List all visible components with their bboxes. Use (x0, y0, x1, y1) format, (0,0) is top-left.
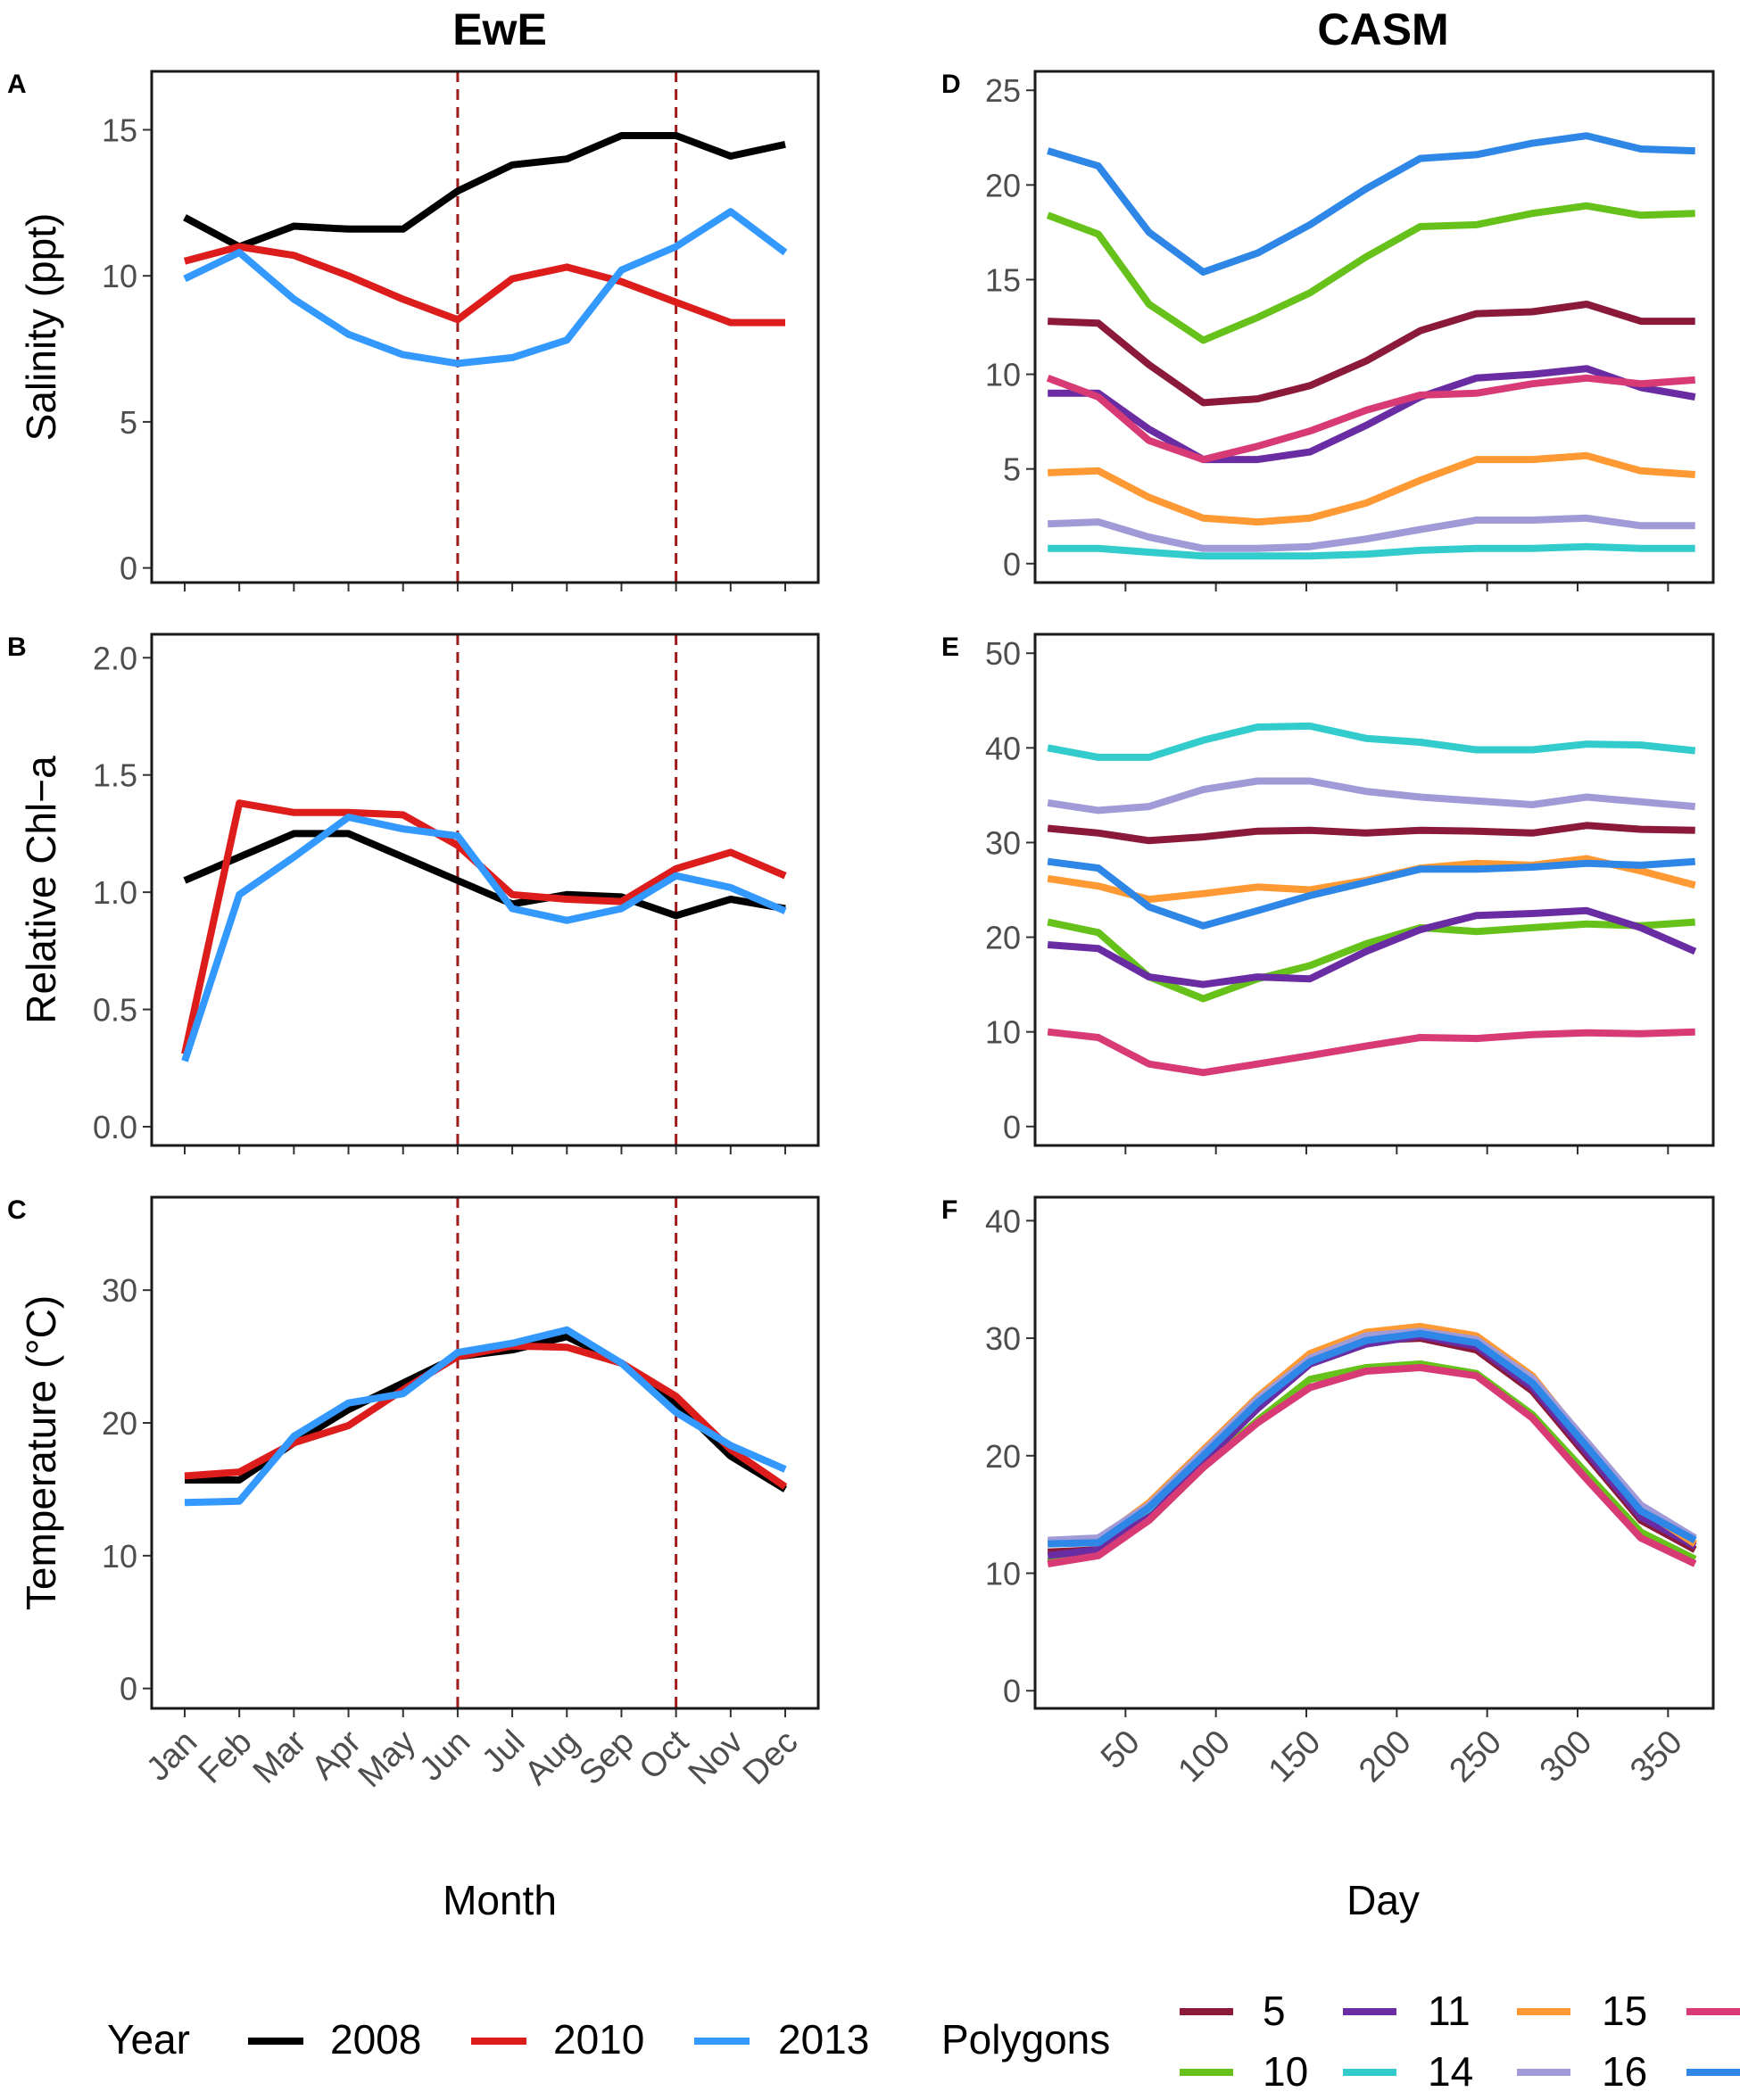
panel-label-a: A (7, 70, 27, 99)
y-tick-label-a-0: 0 (120, 550, 137, 587)
panel-b: B Relative Chl−a 0.0 0.5 1.0 1.5 2.0 (7, 632, 820, 1154)
series-line-f-s7 (1048, 1329, 1697, 1548)
y-tick-label-f-4: 40 (985, 1203, 1021, 1239)
y-tick-label-b-4: 2.0 (93, 640, 137, 676)
legend-poly-14-label: 14 (1428, 2048, 1473, 2095)
series-line-d-10 (1046, 202, 1695, 344)
series-group-f (1047, 1322, 1697, 1567)
y-axis-title-b: Relative Chl−a (18, 756, 64, 1024)
series-line-e-11 (1047, 906, 1697, 988)
y-tick-label-b-2: 1.0 (93, 874, 137, 911)
series-line-e-s6 (1047, 1028, 1695, 1077)
y-tick-label-a-1: 5 (120, 404, 137, 441)
col-title-ewe: EwE (452, 4, 547, 54)
series-group-e (1047, 722, 1697, 1077)
panel-d: D 0 5 10 15 20 25 (941, 70, 1715, 591)
series-line-e-5 (1047, 822, 1695, 845)
y-tick-label-e-3: 30 (985, 824, 1021, 861)
y-tick-label-f-1: 10 (985, 1556, 1021, 1592)
panel-label-c: C (7, 1195, 27, 1225)
panel-frame-a (150, 70, 820, 584)
y-tick-label-b-0: 0.0 (93, 1109, 137, 1145)
y-tick-label-f-2: 20 (985, 1438, 1021, 1475)
series-line-a-2013 (183, 208, 788, 368)
legend-year-title: Year (107, 2016, 190, 2063)
legend-poly-15-label: 15 (1602, 1988, 1647, 2034)
y-tick-label-c-0: 0 (120, 1671, 137, 1707)
panel-frame-f (1033, 1195, 1715, 1710)
series-line-e-14 (1047, 722, 1696, 761)
panel-label-d: D (941, 70, 961, 99)
panel-e: E 0 10 20 30 40 50 (941, 632, 1715, 1154)
y-tick-label-c-3: 30 (102, 1272, 137, 1309)
y-tick-label-d-5: 25 (985, 72, 1021, 109)
series-line-d-15 (1048, 451, 1695, 526)
y-tick-label-d-3: 15 (985, 261, 1021, 298)
series-group-a (183, 132, 788, 368)
y-axis-title-a: Salinity (ppt) (18, 213, 64, 442)
col-title-casm: CASM (1317, 4, 1448, 54)
series-line-a-2010 (183, 243, 785, 327)
y-tick-label-c-1: 10 (102, 1538, 137, 1575)
series-group-b (181, 799, 787, 1062)
series-line-d-5 (1048, 301, 1695, 407)
series-line-d-s7 (1047, 132, 1695, 276)
x-title-month: Month (443, 1877, 557, 1923)
y-tick-label-e-1: 10 (985, 1014, 1021, 1051)
y-tick-label-d-4: 20 (985, 167, 1021, 203)
series-line-e-s7 (1047, 857, 1695, 930)
y-tick-label-b-3: 1.5 (93, 757, 137, 794)
panel-label-b: B (7, 632, 27, 662)
y-tick-label-d-0: 0 (1003, 546, 1021, 583)
series-line-c-2013 (184, 1326, 787, 1507)
panels: A Salinity (ppt) 0 5 10 15 B Relative Chl−a 0.0 0… (7, 70, 1715, 1795)
series-line-d-16 (1048, 514, 1695, 552)
panel-a: A Salinity (ppt) 0 5 10 15 (7, 70, 820, 591)
panel-frame-d (1033, 70, 1715, 584)
y-tick-label-f-3: 30 (985, 1320, 1021, 1357)
series-line-d-11 (1048, 365, 1696, 464)
y-tick-label-d-2: 10 (985, 357, 1021, 393)
legend-2010-label: 2010 (553, 2016, 644, 2063)
y-tick-label-e-5: 50 (985, 635, 1021, 672)
series-line-d-s6 (1046, 374, 1695, 464)
series-line-a-2008 (183, 132, 786, 251)
legend-2008-label: 2008 (330, 2016, 421, 2063)
panel-frame-e (1033, 632, 1715, 1147)
panel-frame-b (150, 632, 820, 1147)
legend-poly-5-label: 5 (1263, 1988, 1286, 2034)
legend-polygons-title: Polygons (941, 2016, 1110, 2063)
y-tick-label-b-1: 0.5 (93, 992, 137, 1029)
legend-poly-11-label: 11 (1428, 1988, 1471, 2034)
y-tick-label-f-0: 0 (1003, 1673, 1021, 1709)
series-line-b-2008 (183, 830, 786, 920)
x-title-day: Day (1346, 1877, 1420, 1923)
y-tick-label-e-2: 20 (985, 920, 1021, 956)
panel-label-f: F (941, 1195, 957, 1225)
y-axis-title-c: Temperature (°C) (18, 1295, 64, 1610)
legend-poly-16-label: 16 (1602, 2048, 1647, 2095)
y-tick-label-d-1: 5 (1003, 451, 1021, 488)
legend-2013-label: 2013 (778, 2016, 869, 2063)
y-tick-label-a-2: 10 (102, 258, 137, 294)
y-tick-label-c-2: 20 (102, 1405, 137, 1442)
panel-frame-c (150, 1195, 820, 1710)
series-line-e-16 (1047, 777, 1696, 814)
y-tick-label-a-3: 15 (102, 112, 137, 148)
series-group-c (184, 1326, 788, 1507)
series-line-f-s6 (1047, 1364, 1697, 1567)
series-line-b-2013 (181, 814, 787, 1062)
panel-label-e: E (941, 632, 959, 662)
y-tick-label-e-0: 0 (1003, 1109, 1021, 1145)
legend: Year 2008 2010 2013 Polygons 5 10 11 14 … (107, 1988, 1740, 2095)
series-line-d-14 (1048, 542, 1695, 560)
y-tick-label-e-4: 40 (985, 730, 1021, 766)
legend-poly-10-label: 10 (1263, 2048, 1308, 2095)
series-group-d (1046, 132, 1696, 560)
